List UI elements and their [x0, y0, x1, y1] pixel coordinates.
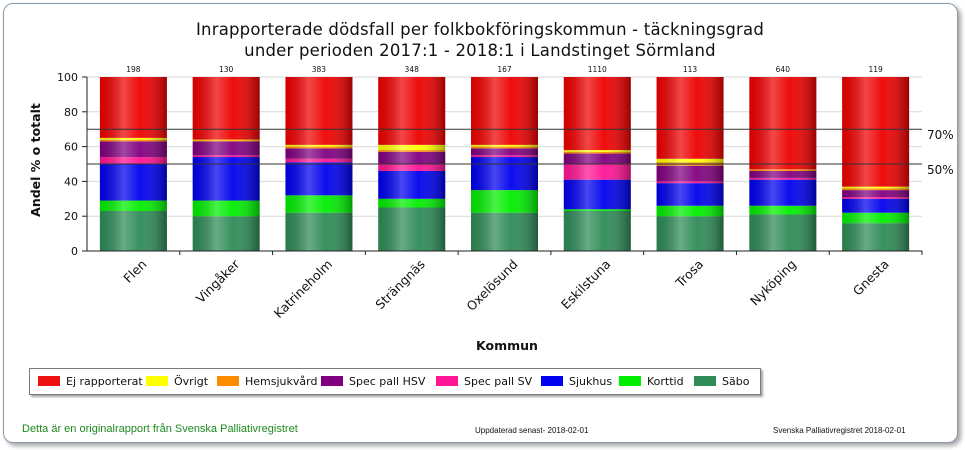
footer-updated-date: Uppdaterad senast- 2018-02-01: [475, 426, 589, 435]
legend-swatch: [321, 376, 343, 386]
legend-label: Hemsjukvård: [245, 375, 318, 388]
legend-label: Spec pall HSV: [349, 375, 426, 388]
legend-label: Övrigt: [174, 375, 209, 388]
legend-item: Sjukhus: [541, 375, 612, 389]
bar-total-label: 167: [497, 65, 512, 74]
bar-total-label: 113: [683, 65, 698, 74]
x-tick-label: Vingåker: [193, 256, 243, 306]
x-tick-label: Trosa: [672, 257, 706, 291]
legend-label: Säbo: [722, 375, 750, 388]
x-tick-label: Oxelösund: [463, 257, 520, 314]
x-tick-label: Eskilstuna: [558, 257, 614, 313]
reference-lines: 70% 50%: [87, 128, 954, 177]
x-tick-label: Nyköping: [747, 257, 799, 309]
bar-total-label: 348: [405, 65, 420, 74]
stacked-bar-chart: 70% 50% 198 Flen 130 Vingåker 383 Katrineholm 3…: [28, 65, 954, 353]
legend-label: Korttid: [647, 375, 684, 388]
y-tick-label: 20: [64, 210, 78, 223]
x-tick-label: Gnesta: [850, 257, 892, 299]
bar-total-label: 130: [219, 65, 234, 74]
x-tick-label: Flen: [120, 257, 149, 286]
bar-total-label: 640: [776, 65, 791, 74]
chart-title-line-2: under perioden 2017:1 - 2018:1 i Landsti…: [244, 41, 716, 60]
legend-swatch: [619, 376, 641, 386]
x-axis-label: Kommun: [476, 338, 538, 353]
x-tick-label: Katrineholm: [271, 257, 335, 321]
chart-legend: Ej rapporterat Övrigt Hemsjukvård Spec pall…: [29, 368, 761, 395]
legend-swatch: [38, 376, 60, 386]
y-tick-label: 0: [71, 245, 78, 258]
axes: [82, 76, 922, 252]
legend-item: Spec pall SV: [436, 375, 532, 389]
reference-line-label: 70%: [927, 128, 954, 142]
y-tick-label: 40: [64, 175, 78, 188]
legend-swatch: [217, 376, 239, 386]
legend-label: Ej rapporterat: [66, 375, 143, 388]
legend-label: Sjukhus: [569, 375, 613, 388]
legend-swatch: [146, 376, 168, 386]
x-tick-label: Strängnäs: [372, 257, 428, 313]
legend-item: Korttid: [619, 375, 684, 389]
bar-total-label: 119: [868, 65, 883, 74]
y-tick-label: 60: [64, 141, 78, 154]
legend-item: Övrigt: [146, 375, 208, 389]
legend-item: Ej rapporterat: [38, 375, 143, 389]
y-tick-label: 80: [64, 106, 78, 119]
y-axis-label: Andel % o totalt: [28, 103, 43, 217]
chart-title-line-1: Inrapporterade dödsfall per folkbokförin…: [195, 20, 764, 39]
legend-item: Säbo: [694, 375, 749, 389]
chart-title: Inrapporterade dödsfall per folkbokförin…: [150, 19, 810, 61]
legend-swatch: [541, 376, 563, 386]
bar-total-label: 383: [312, 65, 327, 74]
legend-item: Hemsjukvård: [217, 375, 317, 389]
bar-total-label: 198: [126, 65, 141, 74]
footer-original-report-note: Detta är en originalrapport från Svenska…: [22, 423, 298, 435]
reference-line-label: 50%: [927, 163, 954, 177]
legend-label: Spec pall SV: [464, 375, 533, 388]
legend-item: Spec pall HSV: [321, 375, 425, 389]
y-tick-label: 100: [57, 71, 78, 84]
legend-swatch: [436, 376, 458, 386]
bar-stack: [842, 77, 910, 251]
footer-registry-date: Svenska Palliativregistret 2018-02-01: [773, 426, 906, 435]
legend-swatch: [694, 376, 716, 386]
bar-total-label: 1110: [588, 65, 607, 74]
